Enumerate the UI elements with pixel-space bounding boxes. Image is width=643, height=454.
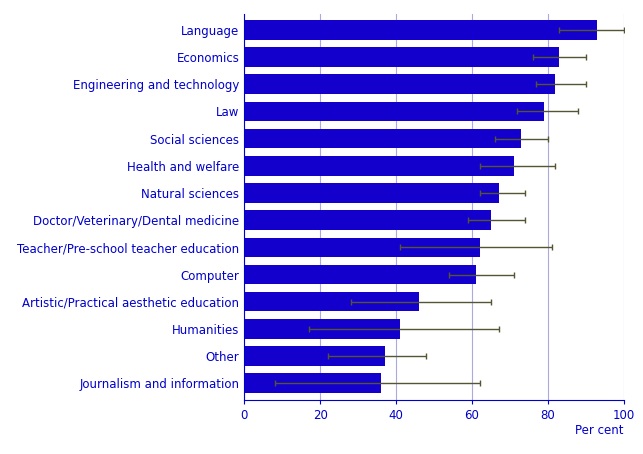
Bar [244,265,476,284]
X-axis label: Per cent: Per cent [575,424,624,437]
Bar [244,47,559,67]
Bar [244,319,400,339]
Bar [244,237,480,257]
Bar [244,292,419,311]
Bar [244,183,498,203]
Bar [244,74,556,94]
Bar [244,20,597,39]
Bar [244,374,381,393]
Bar [244,102,544,121]
Bar [244,129,521,148]
Bar [244,210,491,230]
Bar [244,156,514,176]
Bar [244,346,385,366]
